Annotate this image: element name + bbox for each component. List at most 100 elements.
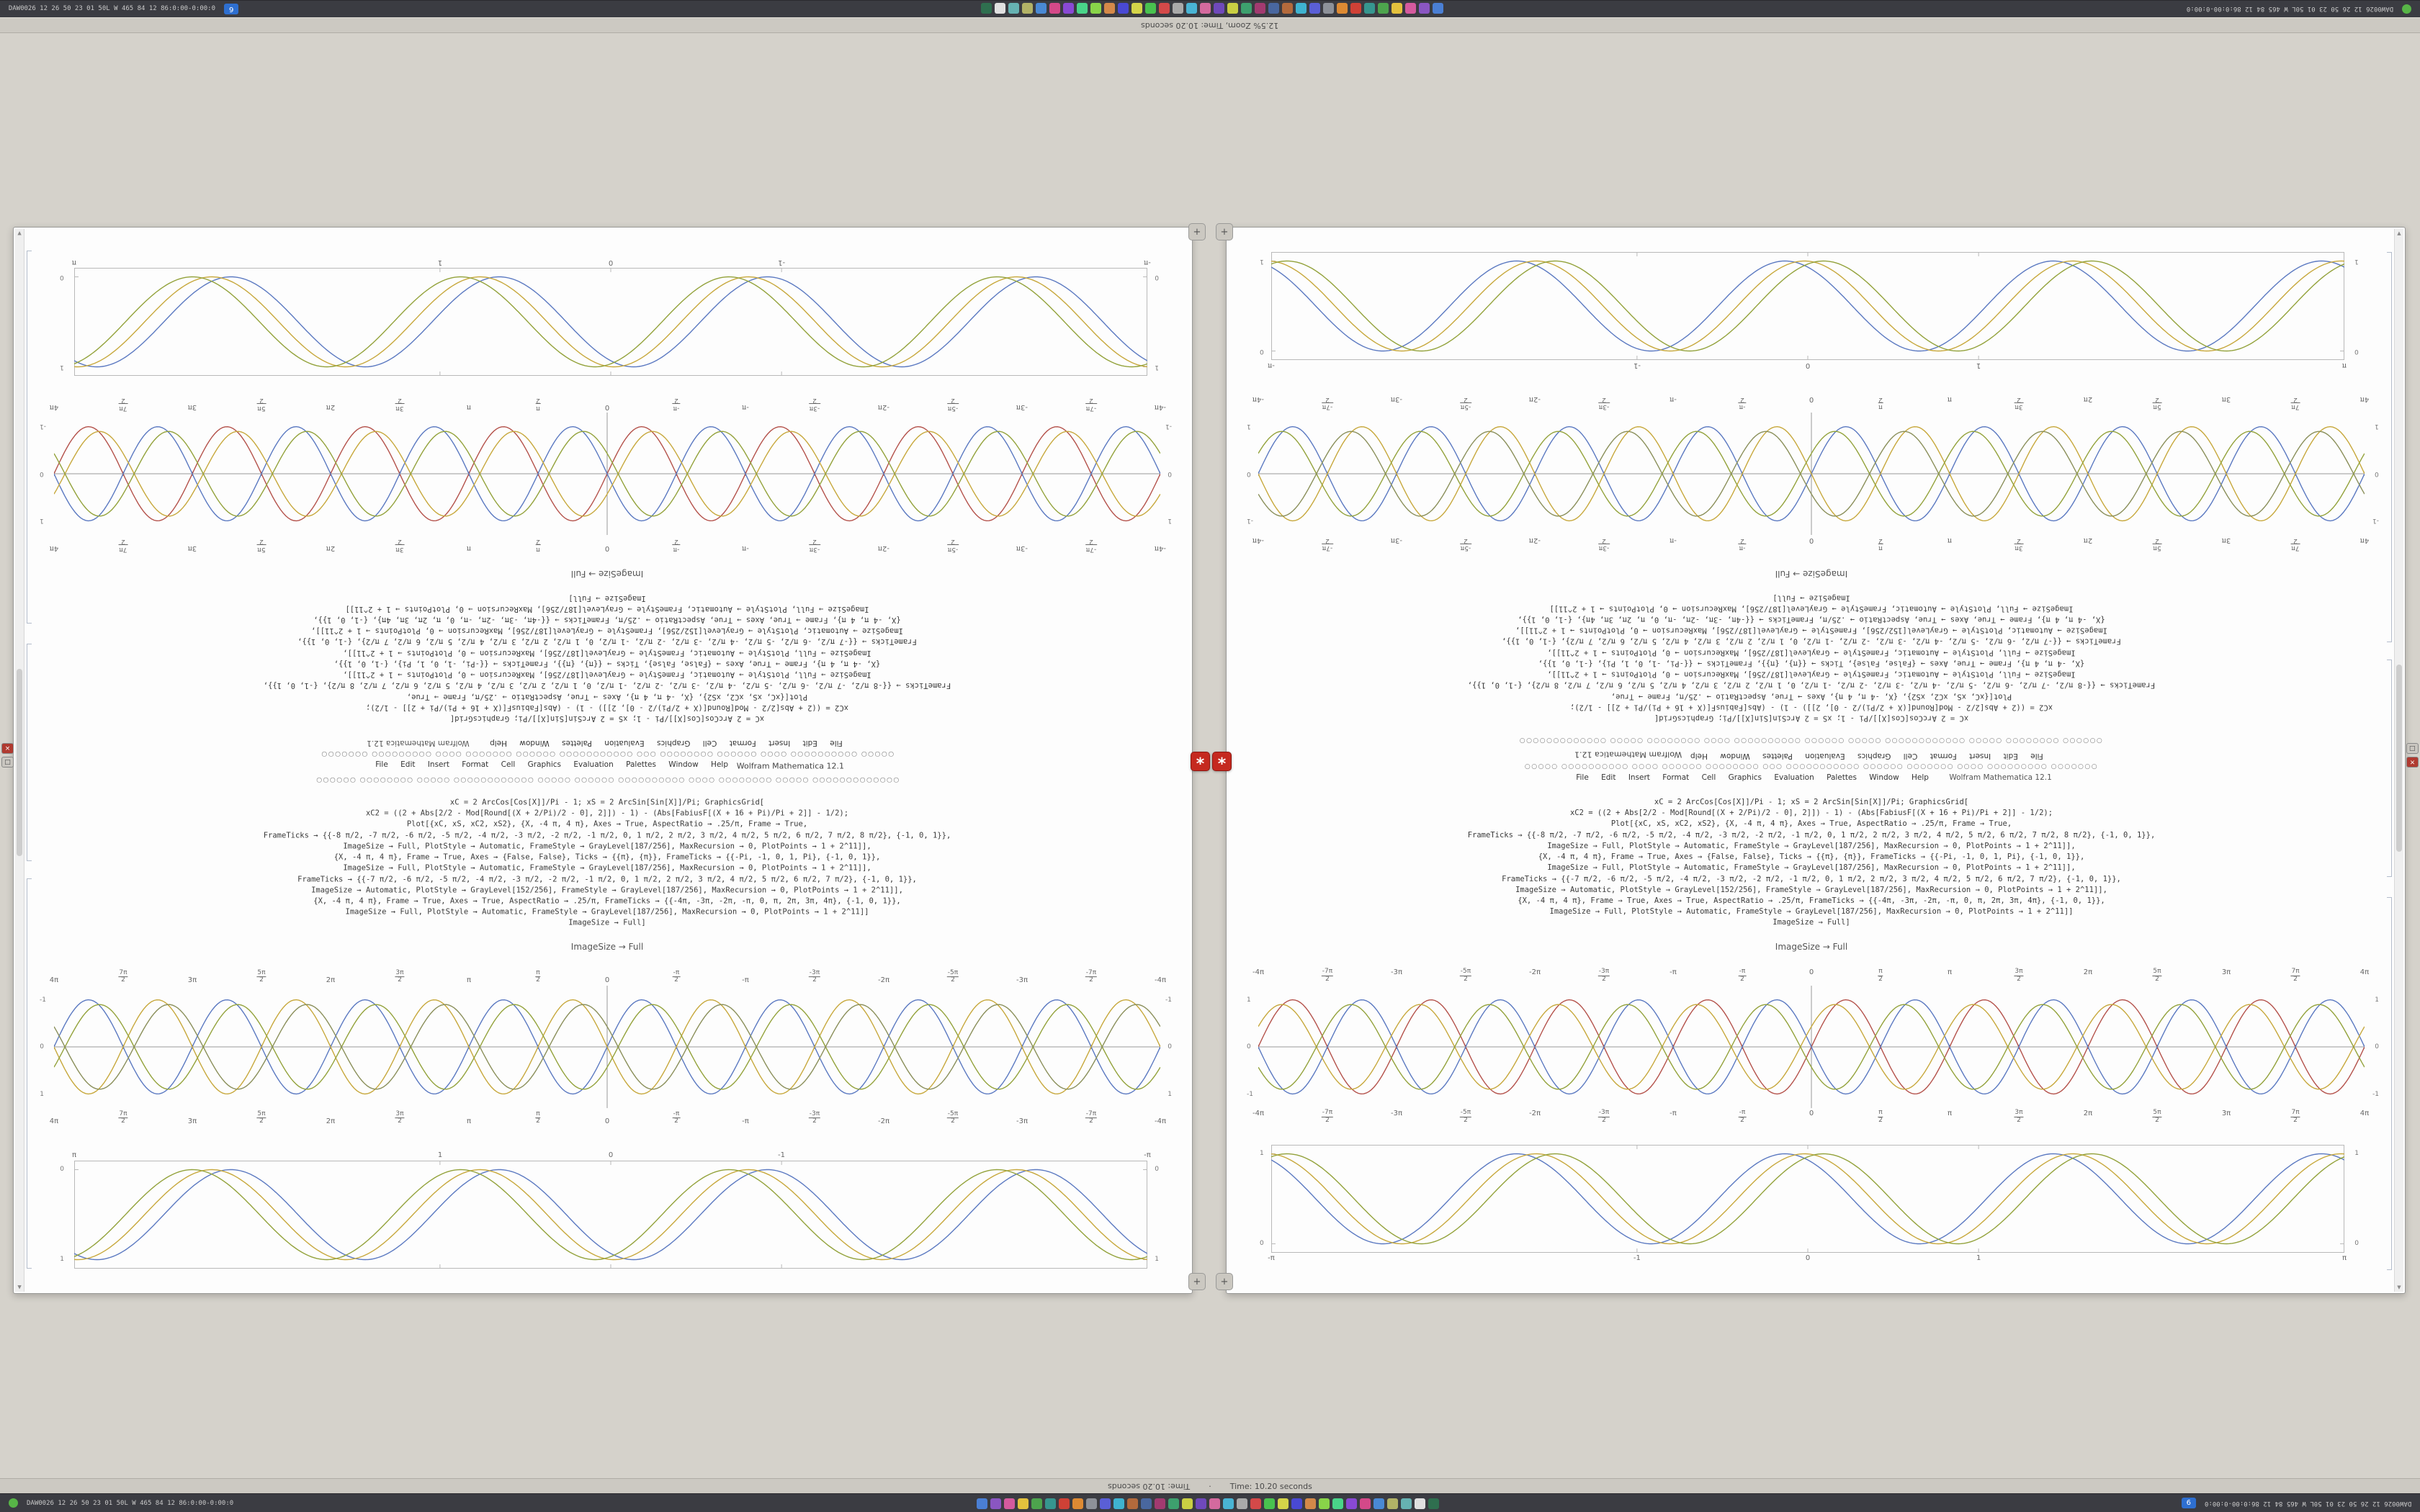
app-icon-14[interactable]: [1255, 3, 1266, 14]
scroll-down-icon[interactable]: ▼: [17, 230, 22, 236]
app-icon-23[interactable]: [1131, 3, 1143, 14]
menu-graphics[interactable]: Graphics: [1728, 773, 1762, 783]
app-icon-03[interactable]: [1003, 1498, 1015, 1509]
cell-bracket[interactable]: [27, 878, 32, 1269]
menu-format[interactable]: Format: [1930, 751, 1957, 760]
menu-file[interactable]: File: [1576, 773, 1589, 783]
app-icon-02[interactable]: [1419, 3, 1430, 14]
menu-evaluation[interactable]: Evaluation: [573, 760, 614, 770]
app-icon-31[interactable]: [1022, 3, 1034, 14]
app-icon-24[interactable]: [1291, 1498, 1302, 1509]
app-icon-01[interactable]: [1433, 3, 1444, 14]
menu-cell[interactable]: Cell: [501, 760, 516, 770]
menu-evaluation[interactable]: Evaluation: [1774, 773, 1814, 783]
scrollbar[interactable]: ▲ ▼: [2394, 229, 2403, 1292]
app-icon-01[interactable]: [976, 1498, 987, 1509]
app-icon-22[interactable]: [1263, 1498, 1275, 1509]
app-icon-26[interactable]: [1090, 3, 1102, 14]
app-icon-16[interactable]: [1227, 3, 1239, 14]
menu-edit[interactable]: Edit: [2003, 751, 2019, 760]
menu-help[interactable]: Help: [1690, 751, 1708, 760]
app-icon-12[interactable]: [1282, 3, 1294, 14]
app-icon-07[interactable]: [1058, 1498, 1070, 1509]
app-icon-10[interactable]: [1099, 1498, 1111, 1509]
app-icon-09[interactable]: [1323, 3, 1335, 14]
app-icon-20[interactable]: [1173, 3, 1184, 14]
app-icon-30[interactable]: [1373, 1498, 1384, 1509]
menu-insert[interactable]: Insert: [1628, 773, 1650, 783]
menu-insert[interactable]: Insert: [427, 760, 449, 770]
start-icon[interactable]: [2402, 4, 2411, 14]
restore-window-icon[interactable]: □: [1, 757, 14, 768]
window-zoom-button[interactable]: +: [1216, 1273, 1233, 1290]
app-icon-07[interactable]: [1350, 3, 1362, 14]
menu-graphics[interactable]: Graphics: [1857, 751, 1891, 760]
app-icon-10[interactable]: [1309, 3, 1321, 14]
scrollbar-thumb[interactable]: [2396, 665, 2402, 852]
app-icon-32[interactable]: [1400, 1498, 1412, 1509]
app-icon-23[interactable]: [1277, 1498, 1289, 1509]
scroll-down-icon[interactable]: ▼: [2397, 1284, 2401, 1290]
menu-cell[interactable]: Cell: [702, 738, 717, 747]
menu-palettes[interactable]: Palettes: [562, 738, 592, 747]
scrollbar[interactable]: ▲ ▼: [15, 229, 24, 1292]
menu-palettes[interactable]: Palettes: [625, 760, 656, 770]
menu-help[interactable]: Help: [1912, 773, 1929, 783]
app-icon-32[interactable]: [1008, 3, 1020, 14]
restore-window-icon[interactable]: □: [2406, 743, 2419, 754]
menu-graphics[interactable]: Graphics: [657, 738, 691, 747]
app-icon-25[interactable]: [1304, 1498, 1316, 1509]
menu-evaluation[interactable]: Evaluation: [1805, 751, 1845, 760]
app-icon-17[interactable]: [1195, 1498, 1206, 1509]
menu-edit[interactable]: Edit: [1601, 773, 1616, 783]
notification-badge[interactable]: 6: [224, 4, 239, 14]
menu-graphics[interactable]: Graphics: [527, 760, 561, 770]
app-icon-08[interactable]: [1072, 1498, 1083, 1509]
menu-insert[interactable]: Insert: [768, 738, 791, 747]
mathematica-spikey-icon[interactable]: *: [1191, 752, 1210, 772]
app-icon-15[interactable]: [1168, 1498, 1179, 1509]
app-icon-11[interactable]: [1113, 1498, 1124, 1509]
app-icon-28[interactable]: [1063, 3, 1075, 14]
menu-help[interactable]: Help: [710, 760, 728, 770]
app-icon-08[interactable]: [1337, 3, 1348, 14]
app-icon-22[interactable]: [1145, 3, 1157, 14]
menu-file[interactable]: File: [2030, 751, 2044, 760]
app-icon-18[interactable]: [1209, 1498, 1220, 1509]
scroll-up-icon[interactable]: ▲: [17, 1284, 22, 1290]
app-icon-05[interactable]: [1378, 3, 1389, 14]
menu-window[interactable]: Window: [668, 760, 699, 770]
app-icon-12[interactable]: [1126, 1498, 1138, 1509]
app-icon-13[interactable]: [1140, 1498, 1152, 1509]
scrollbar-thumb[interactable]: [17, 668, 22, 856]
app-icon-18[interactable]: [1200, 3, 1211, 14]
menu-window[interactable]: Window: [519, 738, 550, 747]
app-icon-14[interactable]: [1154, 1498, 1165, 1509]
app-icon-17[interactable]: [1214, 3, 1225, 14]
menu-palettes[interactable]: Palettes: [1762, 751, 1793, 760]
app-icon-20[interactable]: [1236, 1498, 1247, 1509]
app-icon-06[interactable]: [1364, 3, 1376, 14]
app-icon-13[interactable]: [1268, 3, 1280, 14]
start-icon[interactable]: [9, 1498, 18, 1508]
app-icon-05[interactable]: [1031, 1498, 1042, 1509]
app-icon-27[interactable]: [1332, 1498, 1343, 1509]
app-icon-06[interactable]: [1044, 1498, 1056, 1509]
window-zoom-button[interactable]: +: [1188, 223, 1206, 240]
menu-cell[interactable]: Cell: [1701, 773, 1716, 783]
mathematica-spikey-icon[interactable]: *: [1212, 752, 1232, 772]
app-icon-31[interactable]: [1386, 1498, 1398, 1509]
app-icon-30[interactable]: [1036, 3, 1047, 14]
app-icon-33[interactable]: [1414, 1498, 1425, 1509]
cell-bracket[interactable]: [2387, 660, 2392, 877]
app-icon-16[interactable]: [1181, 1498, 1193, 1509]
app-icon-24[interactable]: [1118, 3, 1129, 14]
menu-file[interactable]: File: [375, 760, 388, 770]
close-icon[interactable]: ×: [1, 743, 14, 754]
app-icon-04[interactable]: [1017, 1498, 1028, 1509]
menu-palettes[interactable]: Palettes: [1827, 773, 1857, 783]
menu-help[interactable]: Help: [490, 738, 507, 747]
app-icon-26[interactable]: [1318, 1498, 1330, 1509]
app-icon-34[interactable]: [1428, 1498, 1439, 1509]
menu-edit[interactable]: Edit: [802, 738, 817, 747]
